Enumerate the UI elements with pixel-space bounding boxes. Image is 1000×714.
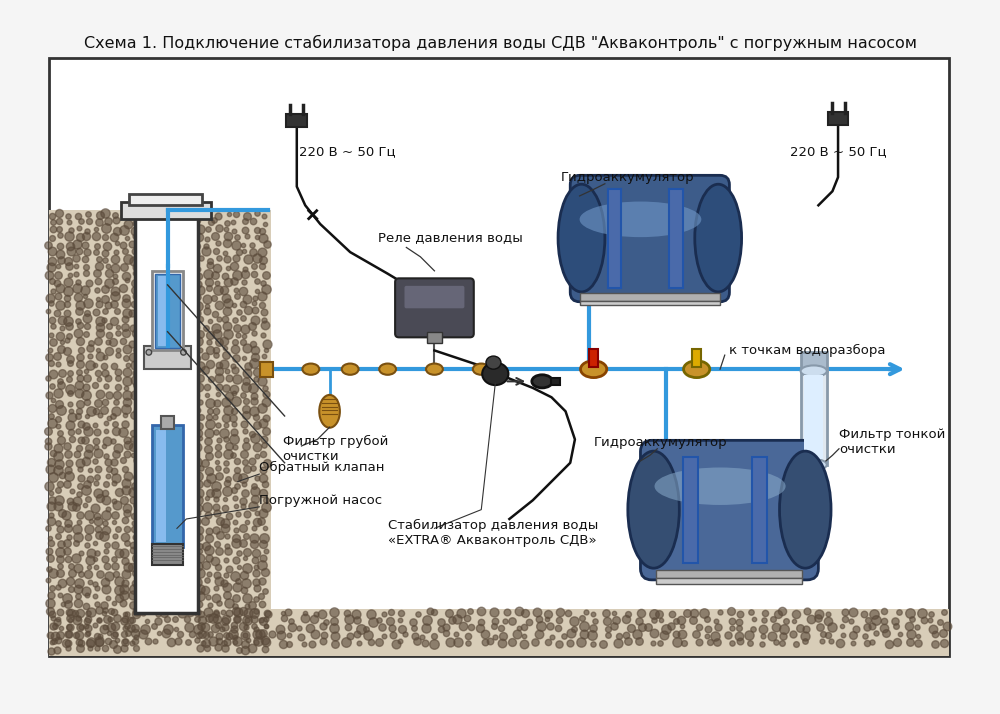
Bar bbox=[589, 348, 598, 367]
Text: 220 В ~ 50 Гц: 220 В ~ 50 Гц bbox=[299, 146, 395, 159]
Circle shape bbox=[181, 350, 186, 355]
Bar bbox=[49, 59, 949, 655]
Ellipse shape bbox=[319, 395, 340, 428]
Ellipse shape bbox=[426, 363, 443, 375]
Text: к точкам водоразбора: к точкам водоразбора bbox=[729, 344, 886, 357]
Ellipse shape bbox=[801, 459, 827, 471]
Text: Гидроаккумулятор: Гидроаккумулятор bbox=[561, 171, 694, 183]
Bar bbox=[608, 189, 621, 288]
Bar bbox=[669, 189, 683, 288]
Bar bbox=[158, 276, 168, 346]
Text: Погружной насос: Погружной насос bbox=[259, 494, 382, 507]
Text: Фильтр тонкой
очистки: Фильтр тонкой очистки bbox=[839, 428, 945, 456]
FancyBboxPatch shape bbox=[404, 286, 464, 308]
FancyBboxPatch shape bbox=[395, 278, 474, 337]
Ellipse shape bbox=[342, 363, 359, 375]
Bar bbox=[155, 273, 180, 348]
Bar bbox=[804, 375, 823, 459]
Bar bbox=[152, 426, 183, 547]
Bar bbox=[580, 293, 720, 301]
Bar bbox=[144, 346, 191, 369]
Bar bbox=[656, 570, 802, 578]
Ellipse shape bbox=[684, 361, 710, 378]
Bar bbox=[135, 210, 198, 613]
Text: Обратный клапан: Обратный клапан bbox=[259, 461, 385, 474]
Ellipse shape bbox=[486, 356, 501, 369]
FancyBboxPatch shape bbox=[570, 176, 729, 302]
Bar bbox=[427, 332, 442, 343]
Ellipse shape bbox=[532, 375, 552, 388]
Ellipse shape bbox=[558, 184, 605, 292]
Bar bbox=[656, 578, 802, 583]
Bar bbox=[580, 301, 720, 306]
Bar bbox=[156, 430, 166, 543]
Bar bbox=[121, 203, 211, 219]
FancyBboxPatch shape bbox=[640, 441, 818, 580]
Bar bbox=[49, 609, 949, 655]
Ellipse shape bbox=[473, 363, 490, 375]
Bar bbox=[801, 352, 827, 371]
Bar bbox=[551, 378, 560, 385]
Ellipse shape bbox=[695, 184, 742, 292]
Text: Гидроаккумулятор: Гидроаккумулятор bbox=[594, 436, 727, 448]
Bar bbox=[161, 416, 174, 429]
Text: Стабилизатор давления воды
«EXTRA® Акваконтроль СДВ»: Стабилизатор давления воды «EXTRA® Аквак… bbox=[388, 519, 598, 547]
Ellipse shape bbox=[302, 363, 319, 375]
Text: Реле давления воды: Реле давления воды bbox=[378, 231, 523, 245]
Text: Схема 1. Подключение стабилизатора давления воды СДВ "Акваконтроль" с погружным : Схема 1. Подключение стабилизатора давле… bbox=[84, 35, 916, 51]
Bar bbox=[49, 210, 147, 655]
Text: 220 В ~ 50 Гц: 220 В ~ 50 Гц bbox=[790, 146, 887, 159]
Bar bbox=[260, 362, 273, 377]
Bar bbox=[129, 194, 202, 206]
Bar bbox=[801, 371, 827, 465]
Ellipse shape bbox=[780, 451, 831, 568]
Bar bbox=[152, 544, 183, 565]
Bar bbox=[752, 457, 767, 563]
Bar bbox=[152, 271, 183, 351]
Ellipse shape bbox=[379, 363, 396, 375]
Text: Фильтр грубой
очистки: Фильтр грубой очистки bbox=[283, 435, 388, 463]
Ellipse shape bbox=[628, 451, 679, 568]
Ellipse shape bbox=[801, 366, 827, 377]
Bar bbox=[692, 348, 701, 367]
Bar bbox=[286, 114, 307, 126]
Ellipse shape bbox=[580, 201, 701, 237]
Bar bbox=[683, 457, 698, 563]
Bar bbox=[196, 210, 271, 655]
Ellipse shape bbox=[581, 361, 607, 378]
Ellipse shape bbox=[482, 363, 508, 385]
Circle shape bbox=[146, 350, 152, 355]
Ellipse shape bbox=[655, 468, 786, 505]
Bar bbox=[828, 111, 848, 125]
